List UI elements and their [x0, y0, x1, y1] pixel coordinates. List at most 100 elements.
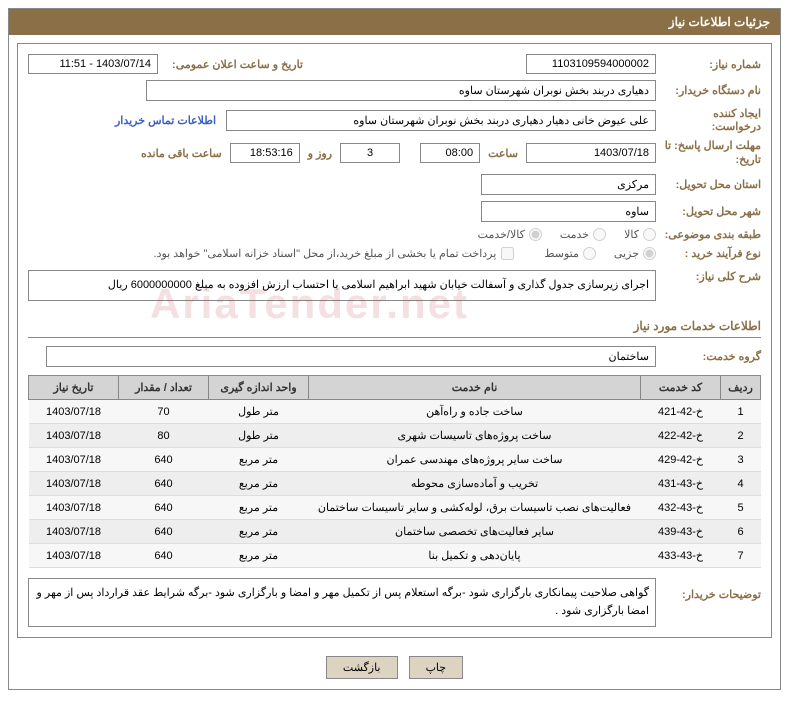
cell-qty: 640 [119, 472, 209, 496]
province-label: استان محل تحویل: [656, 178, 761, 191]
process-label: نوع فرآیند خرید : [656, 247, 761, 260]
cell-name: ساخت جاده و راه‌آهن [309, 400, 641, 424]
category-label: طبقه بندی موضوعی: [656, 228, 761, 241]
services-section-title: اطلاعات خدمات مورد نیاز [28, 315, 761, 338]
radio-khedmat-label: خدمت [560, 228, 589, 241]
radio-khedmat[interactable] [593, 228, 606, 241]
cell-qty: 640 [119, 496, 209, 520]
cell-code: خ-43-431 [641, 472, 721, 496]
table-header-row: ردیف کد خدمت نام خدمت واحد اندازه گیری ت… [29, 376, 761, 400]
notes-box: گواهی صلاحیت پیمانکاری بارگزاری شود -برگ… [28, 578, 656, 627]
cell-n: 7 [721, 544, 761, 568]
th-code: کد خدمت [641, 376, 721, 400]
table-row: 6خ-43-439سایر فعالیت‌های تخصصی ساختمانمت… [29, 520, 761, 544]
th-name: نام خدمت [309, 376, 641, 400]
treasury-checkbox-row: پرداخت تمام یا بخشی از مبلغ خرید،از محل … [154, 247, 515, 260]
table-row: 2خ-42-422ساخت پروژه‌های تاسیسات شهریمتر … [29, 424, 761, 448]
cell-unit: متر مربع [209, 520, 309, 544]
desc-box: اجرای زیرسازی جدول گذاری و آسفالت خیابان… [28, 270, 656, 302]
cell-unit: متر مربع [209, 496, 309, 520]
cell-qty: 70 [119, 400, 209, 424]
service-group-label: گروه خدمت: [656, 350, 761, 363]
days-and-label: روز و [300, 147, 340, 160]
table-row: 5خ-43-432فعالیت‌های نصب تاسیسات برق، لول… [29, 496, 761, 520]
row-city: شهر محل تحویل: ساوه [28, 201, 761, 222]
cell-name: سایر فعالیت‌های تخصصی ساختمان [309, 520, 641, 544]
cell-qty: 80 [119, 424, 209, 448]
main-container: جزئیات اطلاعات نیاز AriaTender.net شماره… [8, 8, 781, 690]
row-notes: توضیحات خریدار: گواهی صلاحیت پیمانکاری ب… [28, 578, 761, 627]
cell-name: ساخت سایر پروژه‌های مهندسی عمران [309, 448, 641, 472]
process-radios: جزیی متوسط [544, 247, 656, 260]
cell-unit: متر طول [209, 400, 309, 424]
table-row: 1خ-42-421ساخت جاده و راه‌آهنمتر طول70140… [29, 400, 761, 424]
table-row: 3خ-42-429ساخت سایر پروژه‌های مهندسی عمرا… [29, 448, 761, 472]
cell-qty: 640 [119, 448, 209, 472]
radio-both[interactable] [529, 228, 542, 241]
countdown-field: 18:53:16 [230, 143, 300, 163]
back-button[interactable]: بازگشت [326, 656, 398, 679]
cell-code: خ-43-433 [641, 544, 721, 568]
need-number-field: 1103109594000002 [526, 54, 656, 74]
cell-date: 1403/07/18 [29, 520, 119, 544]
cell-unit: متر مربع [209, 472, 309, 496]
notes-label: توضیحات خریدار: [656, 578, 761, 601]
row-requester: ایجاد کننده درخواست: علی عیوض خانی دهیار… [28, 107, 761, 133]
services-table: ردیف کد خدمت نام خدمت واحد اندازه گیری ت… [28, 375, 761, 568]
radio-both-label: کالا/خدمت [478, 228, 525, 241]
cell-n: 3 [721, 448, 761, 472]
city-field: ساوه [481, 201, 656, 222]
buyer-org-field: دهیاری دربند بخش نوبران شهرستان ساوه [146, 80, 656, 101]
table-row: 7خ-43-433پایان‌دهی و تکمیل بنامتر مربع64… [29, 544, 761, 568]
service-group-field: ساختمان [46, 346, 656, 367]
cell-unit: متر مربع [209, 544, 309, 568]
requester-field: علی عیوض خانی دهیار دهیاری دربند بخش نوب… [226, 110, 656, 131]
category-radios: کالا خدمت کالا/خدمت [478, 228, 656, 241]
cell-n: 6 [721, 520, 761, 544]
requester-label: ایجاد کننده درخواست: [656, 107, 761, 133]
cell-n: 2 [721, 424, 761, 448]
time-label: ساعت [480, 147, 526, 160]
button-bar: چاپ بازگشت [9, 646, 780, 689]
cell-date: 1403/07/18 [29, 472, 119, 496]
cell-code: خ-42-422 [641, 424, 721, 448]
cell-name: فعالیت‌های نصب تاسیسات برق، لوله‌کشی و س… [309, 496, 641, 520]
row-province: استان محل تحویل: مرکزی [28, 174, 761, 195]
row-description: شرح کلی نیاز: اجرای زیرسازی جدول گذاری و… [28, 270, 761, 310]
radio-kala[interactable] [643, 228, 656, 241]
content-panel: AriaTender.net شماره نیاز: 1103109594000… [17, 43, 772, 638]
city-label: شهر محل تحویل: [656, 205, 761, 218]
th-unit: واحد اندازه گیری [209, 376, 309, 400]
cell-name: تخریب و آماده‌سازی محوطه [309, 472, 641, 496]
radio-jozi-label: جزیی [614, 247, 639, 260]
th-date: تاریخ نیاز [29, 376, 119, 400]
row-buyer-org: نام دستگاه خریدار: دهیاری دربند بخش نوبر… [28, 80, 761, 101]
row-category: طبقه بندی موضوعی: کالا خدمت کالا/خدمت [28, 228, 761, 241]
row-service-group: گروه خدمت: ساختمان [28, 346, 761, 367]
radio-kala-label: کالا [624, 228, 639, 241]
cell-qty: 640 [119, 544, 209, 568]
cell-date: 1403/07/18 [29, 544, 119, 568]
buyer-org-label: نام دستگاه خریدار: [656, 84, 761, 97]
deadline-date-field: 1403/07/18 [526, 143, 656, 163]
print-button[interactable]: چاپ [409, 656, 464, 679]
table-row: 4خ-43-431تخریب و آماده‌سازی محوطهمتر مرب… [29, 472, 761, 496]
radio-jozi[interactable] [643, 247, 656, 260]
days-field: 3 [340, 143, 400, 163]
announce-date-label: تاریخ و ساعت اعلان عمومی: [158, 58, 303, 71]
remaining-label: ساعت باقی مانده [133, 147, 230, 160]
province-field: مرکزی [481, 174, 656, 195]
cell-unit: متر مربع [209, 448, 309, 472]
contact-buyer-link[interactable]: اطلاعات تماس خریدار [115, 114, 216, 127]
cell-code: خ-43-439 [641, 520, 721, 544]
cell-date: 1403/07/18 [29, 448, 119, 472]
cell-date: 1403/07/18 [29, 424, 119, 448]
radio-motavaset[interactable] [583, 247, 596, 260]
cell-date: 1403/07/18 [29, 400, 119, 424]
cell-qty: 640 [119, 520, 209, 544]
row-deadline: مهلت ارسال پاسخ: تا تاریخ: 1403/07/18 سا… [28, 139, 761, 168]
th-row: ردیف [721, 376, 761, 400]
treasury-note: پرداخت تمام یا بخشی از مبلغ خرید،از محل … [154, 247, 497, 260]
radio-motavaset-label: متوسط [544, 247, 579, 260]
treasury-checkbox[interactable] [501, 247, 514, 260]
